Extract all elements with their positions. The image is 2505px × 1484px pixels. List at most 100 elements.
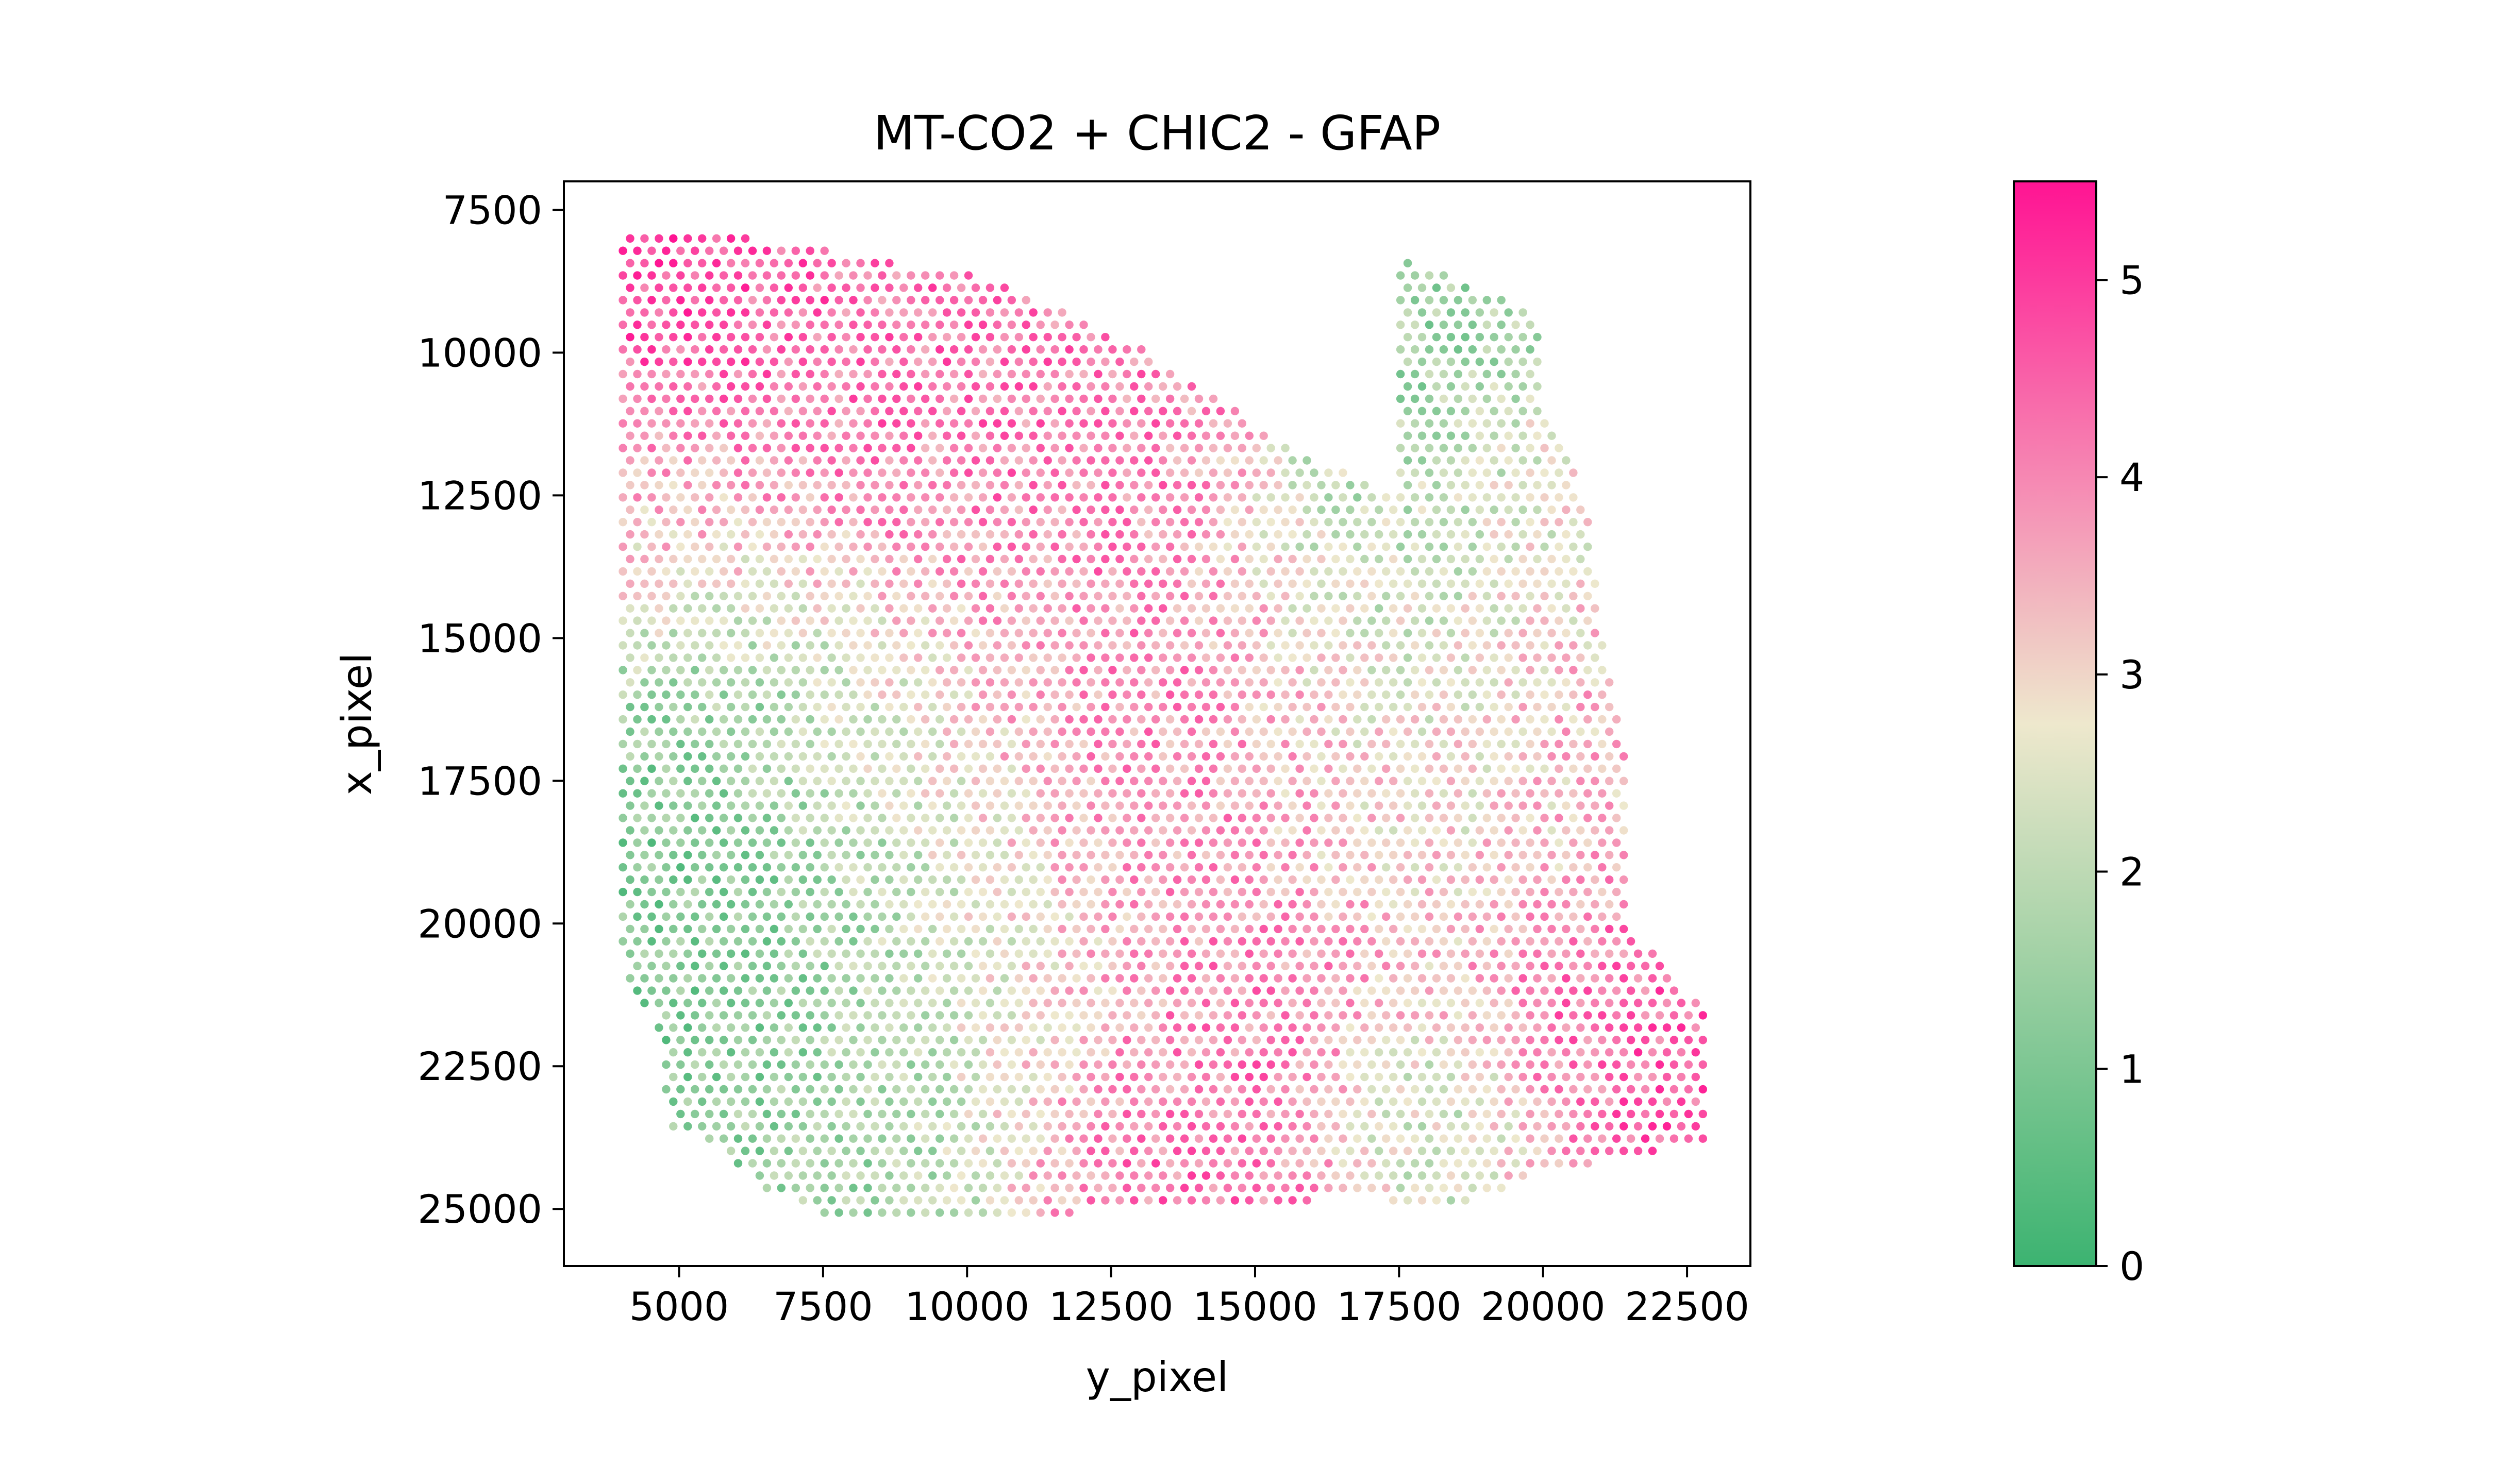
scatter-point [1259, 900, 1268, 909]
scatter-point [1454, 419, 1463, 428]
scatter-point [1555, 690, 1563, 699]
scatter-point [1475, 924, 1484, 934]
scatter-point [928, 851, 937, 859]
scatter-point [748, 739, 757, 749]
scatter-point [871, 333, 879, 342]
scatter-point [1187, 1048, 1196, 1057]
scatter-point [1569, 937, 1578, 946]
scatter-point [698, 530, 707, 539]
scatter-point [1367, 542, 1376, 551]
scatter-point [1324, 764, 1333, 773]
scatter-point [993, 419, 1002, 428]
scatter-point [1576, 949, 1585, 958]
scatter-point [1382, 912, 1391, 921]
scatter-point [1655, 1109, 1664, 1119]
scatter-point [1367, 1085, 1376, 1094]
scatter-point [936, 369, 944, 379]
scatter-point [1130, 924, 1139, 934]
scatter-point [791, 1085, 800, 1094]
scatter-point [1562, 481, 1571, 490]
scatter-point [1014, 1122, 1024, 1131]
scatter-point [806, 814, 814, 822]
scatter-point [770, 851, 779, 859]
scatter-point [1123, 616, 1131, 625]
scatter-point [964, 814, 973, 822]
scatter-point [899, 752, 908, 761]
scatter-point [669, 801, 678, 810]
scatter-point [1389, 752, 1398, 761]
scatter-point [676, 468, 685, 477]
scatter-point [1058, 1023, 1066, 1032]
scatter-point [1058, 554, 1066, 564]
scatter-point [1216, 554, 1225, 564]
scatter-point [971, 554, 980, 564]
y-tick-label: 20000 [417, 901, 542, 947]
scatter-point [1115, 604, 1124, 613]
scatter-point [1576, 1023, 1585, 1032]
scatter-point [1475, 678, 1484, 687]
scatter-point [1288, 1122, 1297, 1131]
scatter-point [813, 653, 822, 662]
scatter-point [978, 666, 988, 674]
scatter-point [1317, 1122, 1326, 1131]
scatter-point [942, 900, 951, 909]
scatter-point [849, 1134, 858, 1143]
scatter-point [1201, 456, 1211, 465]
scatter-point [633, 592, 642, 601]
scatter-point [1540, 419, 1549, 428]
scatter-point [1533, 554, 1542, 564]
scatter-point [784, 826, 793, 835]
scatter-point [1490, 357, 1498, 366]
scatter-point [1223, 1134, 1232, 1143]
scatter-point [1072, 629, 1081, 637]
scatter-point [1504, 1072, 1513, 1082]
scatter-point [1432, 431, 1441, 440]
scatter-point [1540, 444, 1549, 452]
scatter-point [842, 949, 850, 958]
scatter-point [712, 407, 721, 415]
scatter-point [1446, 900, 1456, 909]
scatter-point [798, 1072, 808, 1082]
scatter-point [914, 900, 923, 909]
scatter-point [698, 653, 707, 662]
scatter-point [1367, 937, 1376, 946]
scatter-point [655, 407, 663, 415]
scatter-point [1461, 579, 1469, 588]
scatter-point [1101, 407, 1110, 415]
scatter-point [849, 764, 858, 773]
scatter-point [1562, 900, 1571, 909]
scatter-point [834, 666, 843, 674]
scatter-point [1187, 727, 1196, 736]
scatter-point [1302, 505, 1311, 514]
scatter-point [1540, 1036, 1549, 1044]
scatter-point [1396, 814, 1405, 822]
scatter-point [1029, 826, 1038, 835]
scatter-point [698, 1072, 707, 1082]
scatter-point [1245, 678, 1254, 687]
scatter-point [1403, 579, 1412, 588]
scatter-point [1425, 641, 1434, 650]
scatter-point [1087, 333, 1095, 342]
scatter-point [993, 937, 1002, 946]
scatter-point [1353, 962, 1362, 970]
scatter-point [971, 851, 980, 859]
scatter-point [892, 1159, 901, 1168]
scatter-point [1403, 308, 1412, 317]
scatter-point [1569, 1036, 1578, 1044]
scatter-point [1058, 1122, 1066, 1131]
scatter-point [683, 333, 692, 342]
scatter-point [762, 1109, 772, 1119]
scatter-point [798, 1146, 808, 1155]
scatter-point [626, 554, 634, 564]
scatter-point [1130, 407, 1139, 415]
scatter-point [1036, 887, 1045, 897]
scatter-point [1555, 814, 1563, 822]
scatter-point [1576, 1072, 1585, 1082]
scatter-point [1410, 838, 1419, 847]
scatter-point [1641, 986, 1650, 995]
scatter-point [842, 1097, 850, 1106]
scatter-point [1266, 1085, 1275, 1094]
scatter-point [1446, 752, 1456, 761]
scatter-point [936, 394, 944, 403]
scatter-point [1007, 518, 1016, 527]
